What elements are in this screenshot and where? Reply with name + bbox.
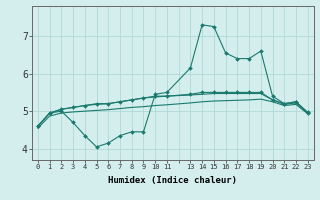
X-axis label: Humidex (Indice chaleur): Humidex (Indice chaleur) [108,176,237,185]
